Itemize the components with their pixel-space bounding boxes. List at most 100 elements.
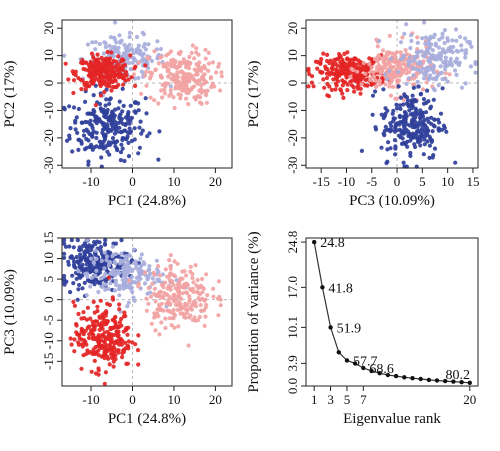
point-light_red xyxy=(163,325,168,331)
scree-point xyxy=(451,379,456,384)
point-dark_blue xyxy=(91,93,96,98)
point-red xyxy=(100,334,105,339)
scree-point xyxy=(418,376,423,382)
point-dark_blue xyxy=(91,108,96,113)
point-red xyxy=(105,335,110,340)
point-red xyxy=(93,371,99,376)
point-light_blue xyxy=(427,45,432,51)
y-tick-label: 24.8 xyxy=(285,231,300,254)
point-light_blue xyxy=(131,51,136,56)
y-tick-label: -30 xyxy=(285,157,300,174)
point-light_red xyxy=(387,33,392,39)
point-red xyxy=(111,364,116,369)
point-red xyxy=(115,72,121,77)
point-light_blue xyxy=(146,268,151,273)
y-tick-label: -10 xyxy=(285,102,300,119)
x-tick-label: -10 xyxy=(82,392,99,407)
point-light_red xyxy=(152,98,157,103)
point-light_red xyxy=(205,293,210,298)
point-light_blue xyxy=(432,88,437,93)
point-light_red xyxy=(206,50,211,56)
point-light_red xyxy=(387,72,392,77)
point-light_blue xyxy=(422,20,427,25)
point-light_blue xyxy=(432,32,437,37)
point-dark_blue xyxy=(125,113,130,118)
point-light_red xyxy=(153,67,158,72)
point-red xyxy=(112,350,117,355)
point-light_red xyxy=(203,314,208,319)
point-dark_blue xyxy=(109,110,115,115)
point-light_blue xyxy=(428,56,433,61)
point-red xyxy=(343,68,348,73)
scree-point xyxy=(352,361,358,366)
point-light_red xyxy=(412,60,417,66)
point-dark_blue xyxy=(92,118,97,124)
point-light_red xyxy=(177,295,182,300)
point-light_blue xyxy=(450,38,455,43)
point-red xyxy=(116,54,121,59)
point-light_red xyxy=(195,290,201,295)
point-red xyxy=(343,72,348,77)
point-red xyxy=(365,83,370,88)
point-light_blue xyxy=(473,70,478,75)
y-tick-label: 10 xyxy=(41,49,56,62)
point-light_red xyxy=(195,277,200,283)
point-light_red xyxy=(172,60,177,66)
point-dark_blue xyxy=(119,142,124,147)
point-dark_blue xyxy=(97,270,102,275)
point-light_red xyxy=(371,70,376,75)
point-light_blue xyxy=(426,77,431,82)
point-dark_blue xyxy=(103,238,108,243)
point-light_red xyxy=(155,307,160,312)
point-light_blue xyxy=(134,34,140,40)
point-dark_blue xyxy=(437,128,442,133)
point-dark_blue xyxy=(124,121,129,126)
point-dark_blue xyxy=(82,280,87,285)
point-dark_blue xyxy=(103,134,108,139)
cumulative-variance-label: 24.8 xyxy=(320,236,345,251)
point-light_blue xyxy=(114,40,119,45)
point-dark_blue xyxy=(107,101,112,106)
point-light_blue xyxy=(412,66,417,71)
point-light_red xyxy=(188,313,193,318)
point-light_blue xyxy=(463,48,469,53)
point-dark_blue xyxy=(442,125,447,131)
point-light_blue xyxy=(409,59,414,64)
point-red xyxy=(114,329,119,334)
point-red xyxy=(125,332,130,337)
point-red xyxy=(340,83,345,88)
point-light_red xyxy=(406,70,411,75)
point-red xyxy=(120,76,126,81)
point-red xyxy=(117,342,122,347)
point-light_red xyxy=(171,72,176,78)
point-light_red xyxy=(178,303,183,308)
point-red xyxy=(105,301,110,306)
point-light_blue xyxy=(387,68,392,74)
point-light_blue xyxy=(154,258,159,263)
point-dark_blue xyxy=(125,134,130,139)
x-tick-label: 10 xyxy=(167,174,180,189)
point-light_red xyxy=(183,302,188,307)
point-dark_blue xyxy=(70,273,75,278)
point-light_blue xyxy=(84,293,89,298)
point-red xyxy=(358,68,363,73)
point-light_red xyxy=(218,303,223,308)
point-red xyxy=(72,303,77,308)
point-light_blue xyxy=(143,47,148,52)
point-dark_blue xyxy=(432,146,438,151)
y-tick-label: -5 xyxy=(41,315,56,326)
point-light_red xyxy=(168,310,173,315)
point-light_red xyxy=(159,54,164,59)
point-light_red xyxy=(157,332,162,337)
point-red xyxy=(126,339,131,344)
point-light_blue xyxy=(436,45,442,50)
point-red xyxy=(102,311,107,316)
point-dark_blue xyxy=(71,281,76,286)
point-dark_blue xyxy=(379,145,384,150)
point-dark_blue xyxy=(405,122,410,127)
point-dark_blue xyxy=(67,244,72,249)
point-light_red xyxy=(443,71,448,76)
point-light_red xyxy=(169,64,174,69)
point-dark_blue xyxy=(423,134,428,139)
point-red xyxy=(97,322,102,327)
